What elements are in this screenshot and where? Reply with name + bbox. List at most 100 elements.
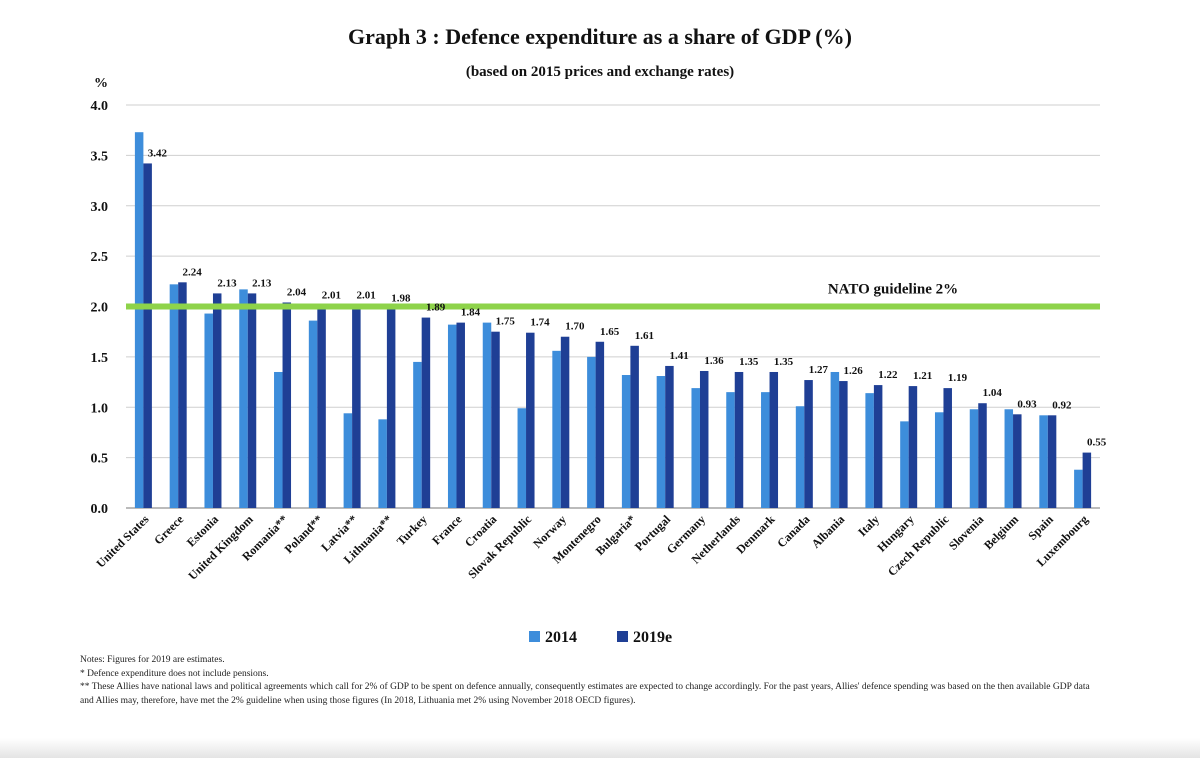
data-label: 1.27 — [809, 364, 829, 376]
legend-swatch-2014 — [529, 631, 540, 642]
data-label: 1.26 — [843, 365, 863, 377]
bar-2014 — [865, 393, 874, 508]
x-category-label: Slovak Republic — [465, 512, 535, 582]
data-label: 1.22 — [878, 369, 898, 381]
bar-2019e — [560, 336, 570, 508]
bar-2019e — [734, 371, 744, 508]
bar-2014 — [134, 132, 144, 508]
data-label: 1.84 — [461, 307, 481, 319]
bar-2019e — [352, 305, 361, 508]
data-label: 1.35 — [739, 356, 759, 368]
y-tick-label: 2.5 — [91, 250, 109, 265]
bar-2019e — [595, 341, 605, 508]
bar-2014 — [552, 350, 561, 508]
bar-2014 — [378, 419, 387, 508]
data-label: 1.98 — [391, 293, 411, 305]
bar-2019e — [699, 370, 709, 508]
x-category-label: Italy — [855, 512, 882, 539]
bar-2014 — [934, 412, 944, 508]
bar-2019e — [526, 332, 535, 508]
bar-2014 — [726, 392, 735, 508]
y-tick-label: 0.5 — [91, 452, 109, 467]
bar-2014 — [691, 388, 700, 508]
x-category-label: Albania — [809, 512, 848, 551]
y-tick-label: 4.0 — [91, 99, 109, 114]
x-category-label: France — [429, 512, 465, 548]
bar-2014 — [482, 322, 492, 508]
data-label: 1.35 — [774, 356, 794, 368]
y-axis-label: % — [94, 76, 108, 91]
bar-2014 — [169, 284, 179, 508]
bar-2014 — [795, 406, 805, 508]
bar-2014 — [656, 376, 666, 508]
data-label: 0.92 — [1052, 399, 1072, 411]
bar-2019e — [943, 388, 952, 508]
bar-2014 — [761, 392, 770, 508]
y-tick-label: 0.0 — [91, 502, 109, 517]
y-tick-label: 1.5 — [91, 351, 109, 366]
legend-swatch-2019e — [617, 631, 628, 642]
bar-2019e — [908, 386, 918, 508]
data-label: 3.42 — [148, 147, 168, 159]
data-label: 2.13 — [252, 277, 272, 289]
bottom-fade — [0, 738, 1200, 758]
bar-2019e — [1013, 414, 1022, 508]
x-category-label: Canada — [774, 512, 812, 550]
bar-2019e — [630, 345, 639, 508]
x-category-label: Belgium — [981, 512, 1021, 552]
bar-2014 — [413, 361, 422, 508]
x-category-label: United States — [93, 512, 151, 570]
data-label: 1.61 — [635, 330, 654, 342]
bar-2019e — [317, 305, 326, 508]
legend-label-2019e: 2019e — [633, 629, 672, 646]
x-category-label: Greece — [151, 512, 187, 548]
bar-2019e — [456, 322, 465, 508]
bar-2019e — [143, 163, 152, 508]
data-label: 2.01 — [356, 289, 375, 301]
y-tick-label: 3.5 — [91, 149, 109, 164]
chart-title: Graph 3 : Defence expenditure as a share… — [348, 24, 852, 49]
y-tick-label: 2.0 — [91, 301, 109, 316]
bar-2014 — [1039, 415, 1048, 508]
bar-2019e — [769, 371, 779, 508]
bar-2019e — [873, 385, 883, 508]
note-estimates: Notes: Figures for 2019 are estimates. — [80, 655, 225, 665]
data-label: 1.21 — [913, 370, 932, 382]
bar-2014 — [239, 289, 248, 508]
bar-2019e — [178, 282, 187, 508]
x-category-label: Poland** — [282, 512, 326, 556]
data-label: 1.65 — [600, 326, 620, 338]
data-label: 1.41 — [670, 350, 689, 362]
x-category-label: Denmark — [733, 512, 778, 557]
nato-guideline-line — [126, 303, 1100, 310]
chart-subtitle: (based on 2015 prices and exchange rates… — [465, 64, 735, 80]
bar-2014 — [204, 313, 213, 508]
data-label: 2.24 — [183, 266, 203, 278]
bar-2019e — [1082, 452, 1092, 508]
bar-2019e — [421, 317, 431, 508]
data-label: 1.36 — [704, 355, 724, 367]
nato-guideline-label: NATO guideline 2% — [828, 282, 958, 298]
data-label: 1.70 — [565, 321, 585, 333]
bar-2019e — [282, 302, 292, 508]
bar-2019e — [839, 381, 848, 508]
bar-2014 — [1004, 409, 1014, 508]
bar-2014 — [621, 375, 631, 508]
y-tick-label: 3.0 — [91, 200, 109, 215]
bar-2014 — [587, 356, 596, 508]
x-category-label: Slovenia — [946, 512, 987, 553]
x-category-label: Spain — [1025, 512, 1056, 543]
chart-notes: Notes: Figures for 2019 are estimates. *… — [80, 654, 1100, 708]
y-tick-label: 1.0 — [91, 401, 109, 416]
bar-2014 — [1074, 469, 1083, 508]
legend-label-2014: 2014 — [545, 629, 577, 646]
bar-2019e — [804, 380, 813, 508]
data-label: 0.93 — [1017, 398, 1037, 410]
data-label: 1.74 — [530, 317, 550, 329]
bar-2014 — [830, 371, 840, 508]
data-label: 2.13 — [217, 277, 237, 289]
note-pensions: * Defence expenditure does not include p… — [80, 668, 269, 679]
data-label: 2.04 — [287, 286, 307, 298]
x-category-label: Turkey — [394, 512, 430, 548]
bar-2014 — [343, 413, 353, 508]
